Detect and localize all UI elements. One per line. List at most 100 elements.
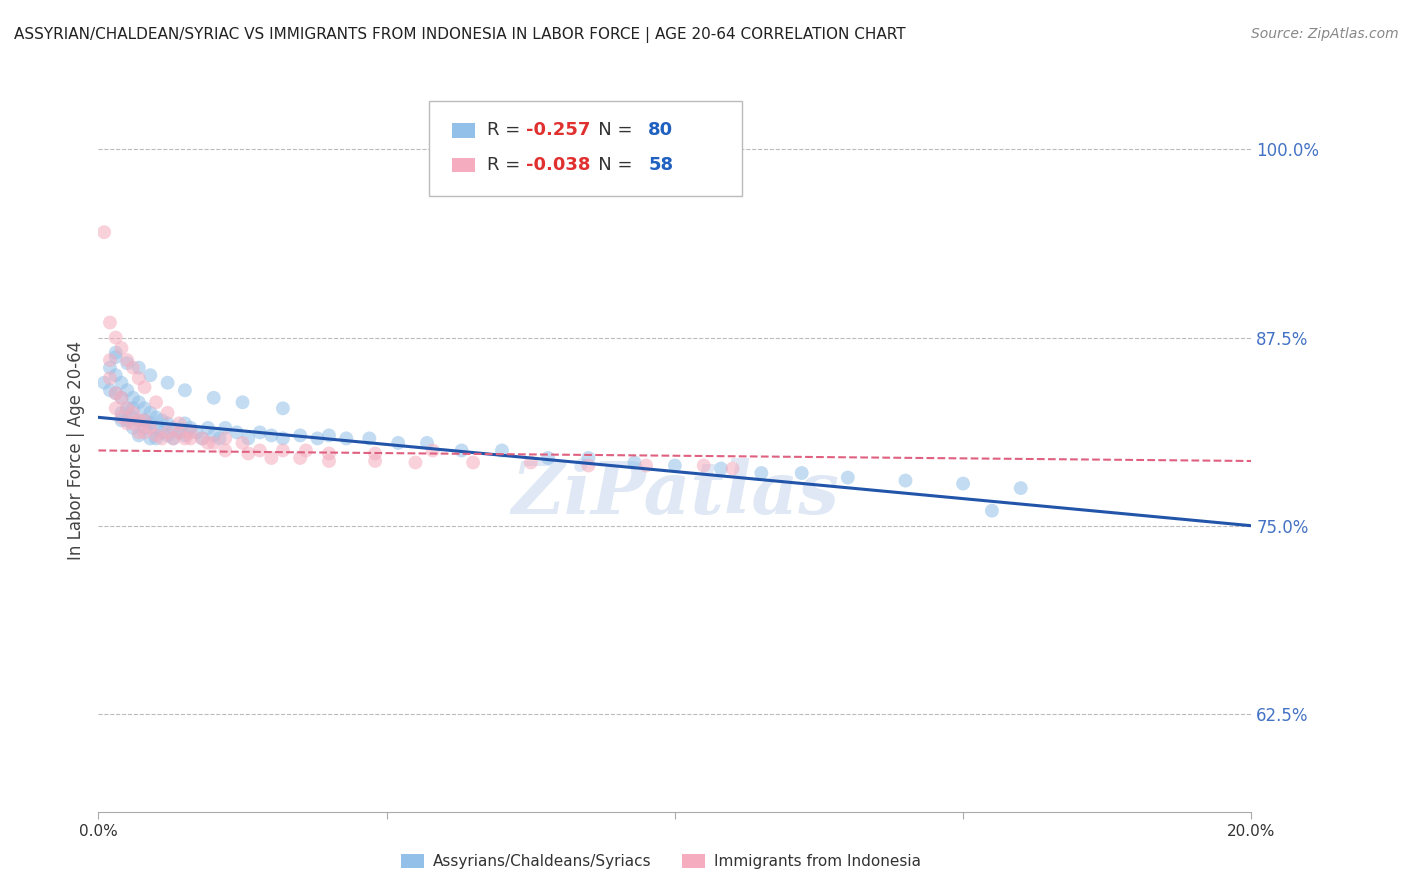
Point bbox=[134, 401, 156, 416]
Point bbox=[139, 421, 162, 435]
Point bbox=[578, 458, 600, 473]
Point bbox=[110, 391, 132, 405]
Point bbox=[162, 421, 184, 435]
Point bbox=[110, 413, 132, 427]
Point bbox=[93, 376, 115, 390]
Point bbox=[104, 386, 127, 401]
Point bbox=[139, 406, 162, 420]
Point bbox=[145, 421, 167, 435]
Point bbox=[122, 401, 145, 416]
Point bbox=[104, 350, 127, 364]
Text: ASSYRIAN/CHALDEAN/SYRIAC VS IMMIGRANTS FROM INDONESIA IN LABOR FORCE | AGE 20-64: ASSYRIAN/CHALDEAN/SYRIAC VS IMMIGRANTS F… bbox=[14, 27, 905, 43]
Point bbox=[104, 368, 127, 383]
Point bbox=[134, 380, 156, 394]
Point bbox=[104, 345, 127, 359]
Text: -0.257: -0.257 bbox=[526, 121, 591, 139]
Text: -0.038: -0.038 bbox=[526, 156, 591, 174]
Point bbox=[128, 413, 150, 427]
Point bbox=[318, 454, 340, 468]
Point bbox=[156, 417, 179, 431]
Point bbox=[134, 421, 156, 435]
Point bbox=[117, 401, 139, 416]
Point bbox=[117, 356, 139, 370]
Point bbox=[491, 443, 513, 458]
Point bbox=[98, 371, 121, 385]
Point bbox=[98, 384, 121, 398]
Point bbox=[214, 443, 236, 458]
Point bbox=[249, 443, 271, 458]
Point bbox=[150, 425, 173, 440]
Point bbox=[710, 461, 733, 475]
Point bbox=[134, 413, 156, 427]
Point bbox=[952, 476, 974, 491]
Point bbox=[93, 225, 115, 239]
Text: N =: N = bbox=[582, 121, 638, 139]
Point bbox=[295, 443, 318, 458]
Point bbox=[318, 428, 340, 442]
Point bbox=[134, 413, 156, 427]
Point bbox=[117, 417, 139, 431]
Point bbox=[156, 406, 179, 420]
Point bbox=[271, 401, 294, 416]
Point bbox=[1010, 481, 1032, 495]
Point bbox=[231, 436, 254, 450]
Point bbox=[214, 421, 236, 435]
Point bbox=[405, 456, 427, 470]
Point bbox=[145, 395, 167, 409]
Text: Source: ZipAtlas.com: Source: ZipAtlas.com bbox=[1251, 27, 1399, 41]
Text: 80: 80 bbox=[648, 121, 673, 139]
Point bbox=[180, 425, 202, 440]
Point bbox=[117, 401, 139, 416]
Point bbox=[122, 410, 145, 425]
Point bbox=[122, 417, 145, 431]
Point bbox=[122, 421, 145, 435]
Text: R =: R = bbox=[486, 121, 526, 139]
Point bbox=[422, 443, 444, 458]
Point bbox=[117, 413, 139, 427]
Point bbox=[122, 391, 145, 405]
Point bbox=[128, 413, 150, 427]
Point bbox=[721, 461, 744, 475]
Point bbox=[335, 432, 357, 446]
FancyBboxPatch shape bbox=[453, 123, 475, 137]
Point bbox=[145, 428, 167, 442]
Point bbox=[110, 406, 132, 420]
Point bbox=[260, 428, 283, 442]
Point bbox=[180, 432, 202, 446]
Point bbox=[191, 432, 214, 446]
Point bbox=[167, 425, 190, 440]
Point bbox=[837, 470, 859, 484]
Point bbox=[202, 436, 225, 450]
FancyBboxPatch shape bbox=[453, 158, 475, 172]
Point bbox=[623, 456, 645, 470]
Point bbox=[98, 360, 121, 375]
Point bbox=[110, 410, 132, 425]
Point bbox=[150, 432, 173, 446]
FancyBboxPatch shape bbox=[429, 102, 742, 196]
Point bbox=[636, 458, 658, 473]
Point bbox=[790, 466, 813, 480]
Point bbox=[134, 425, 156, 440]
Point bbox=[290, 450, 312, 465]
Point bbox=[174, 417, 197, 431]
Y-axis label: In Labor Force | Age 20-64: In Labor Force | Age 20-64 bbox=[66, 341, 84, 560]
Point bbox=[197, 436, 219, 450]
Point bbox=[162, 432, 184, 446]
Point bbox=[98, 353, 121, 368]
Point bbox=[578, 450, 600, 465]
Point bbox=[150, 413, 173, 427]
Point bbox=[110, 391, 132, 405]
Legend: Assyrians/Chaldeans/Syriacs, Immigrants from Indonesia: Assyrians/Chaldeans/Syriacs, Immigrants … bbox=[395, 848, 927, 875]
Point bbox=[174, 384, 197, 398]
Point bbox=[139, 417, 162, 431]
Point bbox=[231, 395, 254, 409]
Point bbox=[318, 446, 340, 460]
Text: ZiPatlas: ZiPatlas bbox=[510, 458, 839, 529]
Point bbox=[162, 432, 184, 446]
Point bbox=[364, 454, 387, 468]
Point bbox=[450, 443, 472, 458]
Text: 58: 58 bbox=[648, 156, 673, 174]
Point bbox=[214, 432, 236, 446]
Point bbox=[145, 410, 167, 425]
Point bbox=[139, 368, 162, 383]
